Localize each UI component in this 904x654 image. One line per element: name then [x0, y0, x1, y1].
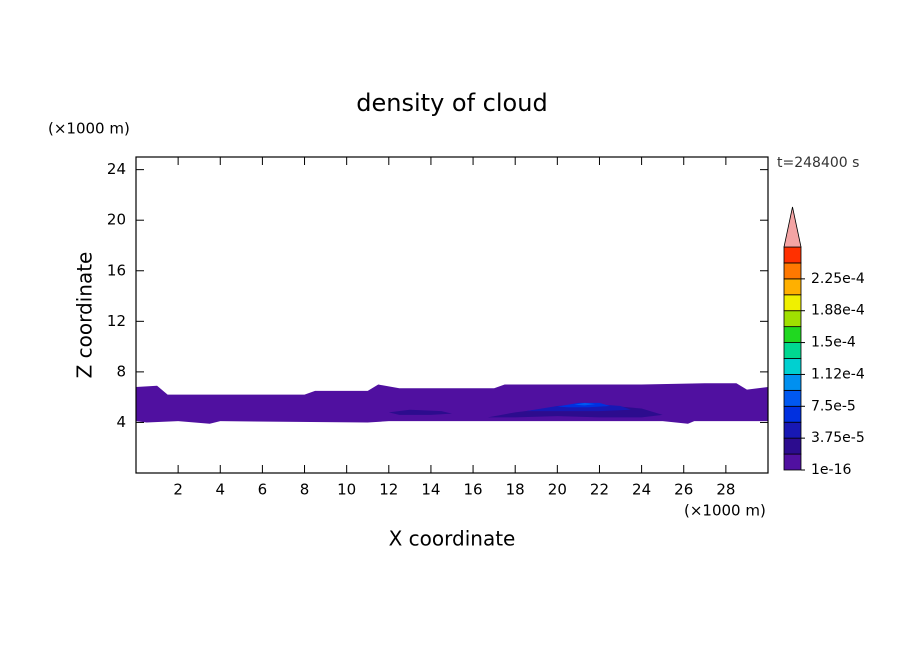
contour-region: [136, 383, 768, 424]
colorbar-tick-label: 1.5e-4: [811, 335, 856, 351]
y-tick-label: 4: [116, 413, 126, 431]
colorbar-band: [783, 278, 802, 296]
colorbar-tick-label: 1.12e-4: [811, 366, 865, 382]
contour-region: [388, 409, 452, 415]
colorbar-band: [783, 342, 802, 359]
x-tick-label: 2: [173, 481, 183, 499]
colorbar-band: [783, 389, 802, 407]
plot-frame: [135, 156, 769, 474]
colorbar-band: [783, 326, 802, 343]
time-annotation: t=248400 s: [777, 155, 859, 171]
y-tick-label: 16: [107, 261, 126, 279]
colorbar-band: [783, 453, 802, 471]
x-tick-label: 4: [215, 481, 225, 499]
colorbar-tick-label: 7.5e-5: [811, 398, 856, 414]
colorbar-tick-label: 2.25e-4: [811, 271, 865, 287]
colorbar-band: [783, 294, 802, 312]
x-tick-label: 28: [716, 481, 735, 499]
y-tick-label: 12: [107, 312, 126, 330]
contour-layer: [136, 383, 768, 424]
x-tick-label: 18: [506, 481, 525, 499]
colorbar-tick-label: 3.75e-5: [811, 430, 865, 446]
colorbar-band: [783, 437, 802, 455]
colorbar-band: [783, 421, 802, 439]
colorbar-tick-label: 1e-16: [811, 462, 851, 478]
colorbar-band: [783, 374, 802, 391]
x-tick-label: 12: [379, 481, 398, 499]
chart-title: density of cloud: [356, 89, 547, 117]
x-tick-label: 16: [464, 481, 483, 499]
colorbar-band: [783, 310, 802, 328]
x-tick-label: 24: [632, 481, 651, 499]
colorbar-band: [783, 358, 802, 375]
x-tick-label: 8: [300, 481, 310, 499]
y-unit-label: (×1000 m): [48, 120, 130, 138]
x-tick-label: 22: [590, 481, 609, 499]
y-tick-label: 20: [107, 211, 126, 229]
colorbar-band: [783, 262, 802, 280]
y-tick-label: 8: [116, 362, 126, 380]
colorbar-tick-label: 1.88e-4: [811, 303, 865, 319]
x-tick-label: 10: [337, 481, 356, 499]
x-tick-label: 20: [548, 481, 567, 499]
y-tick-label: 24: [107, 160, 126, 178]
x-tick-label: 26: [674, 481, 693, 499]
x-unit-label: (×1000 m): [684, 502, 766, 520]
colorbar-band: [783, 405, 802, 423]
y-axis-label: Z coordinate: [73, 252, 97, 379]
contour-region: [574, 402, 596, 406]
x-tick-label: 6: [258, 481, 268, 499]
colorbar-band: [783, 246, 802, 264]
x-tick-label: 14: [421, 481, 440, 499]
x-axis-label: X coordinate: [389, 527, 516, 551]
colorbar-extend: [783, 206, 802, 248]
